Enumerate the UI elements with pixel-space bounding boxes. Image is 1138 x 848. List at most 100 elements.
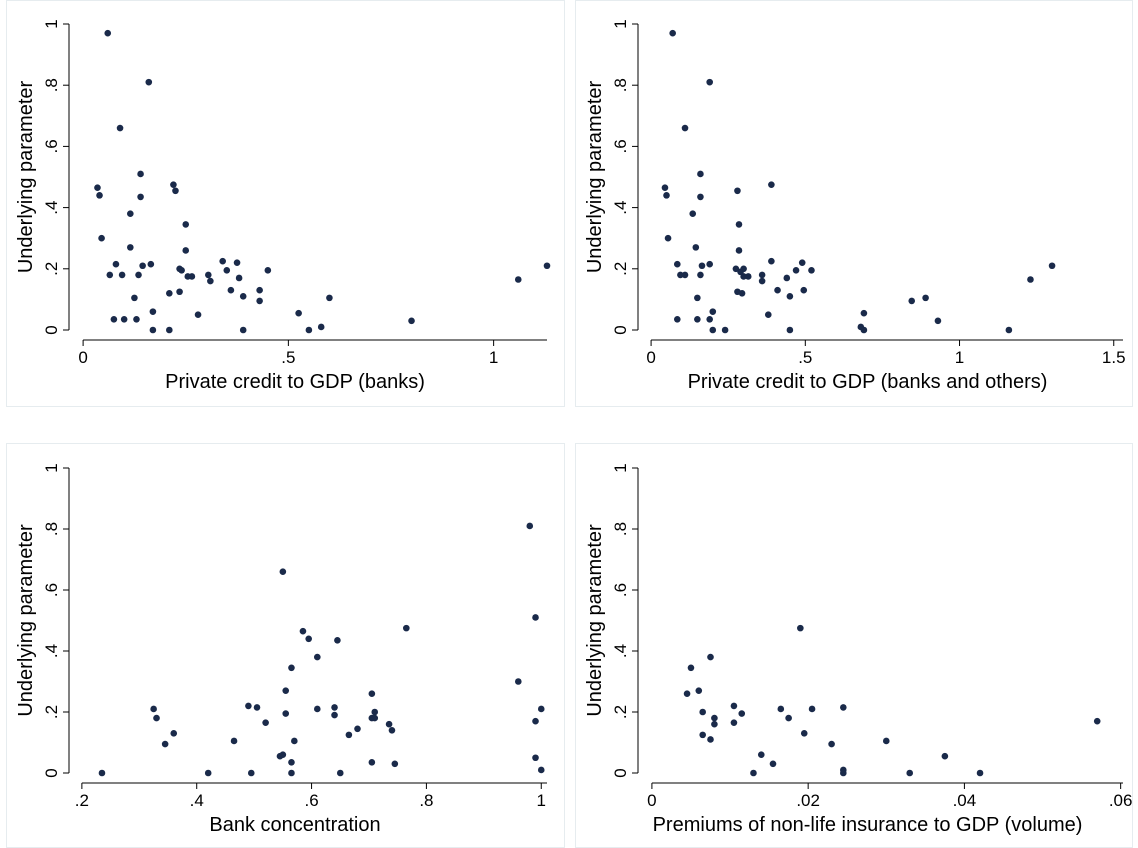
scatter-point bbox=[664, 234, 672, 242]
scatter-point bbox=[797, 624, 804, 632]
y-tick-label: .4 bbox=[611, 201, 630, 215]
scatter-point bbox=[403, 624, 410, 632]
scatter-point bbox=[735, 221, 743, 228]
scatter-point bbox=[288, 769, 295, 777]
x-tick-label: .8 bbox=[419, 791, 433, 810]
scatter-point bbox=[941, 752, 949, 760]
scatter-panel-non-life-insurance: 0 .2 .4 .6 .8 1 0 .02 .04 .06 Underlying parameter… bbox=[575, 443, 1133, 848]
x-axis-title: Bank concentration bbox=[209, 814, 380, 836]
scatter-point bbox=[385, 720, 393, 728]
scatter-point bbox=[331, 704, 338, 711]
scatter-point bbox=[840, 704, 847, 711]
scatter-point bbox=[768, 257, 775, 265]
scatter-point bbox=[697, 271, 704, 279]
scatter-point bbox=[798, 259, 806, 266]
y-tick-label: .8 bbox=[611, 522, 630, 536]
scatter-point bbox=[860, 309, 868, 317]
scatter-point bbox=[769, 760, 777, 768]
scatter-point bbox=[166, 289, 173, 297]
y-axis-title: Underlying parameter bbox=[584, 81, 606, 274]
scatter-point bbox=[698, 262, 706, 270]
y-tick-label: 1 bbox=[611, 19, 630, 28]
scatter-point bbox=[532, 754, 539, 762]
scatter-point bbox=[768, 181, 775, 188]
scatter-point bbox=[137, 193, 144, 201]
x-tick-label: 0 bbox=[646, 348, 655, 367]
scatter-point bbox=[137, 170, 144, 178]
scatter-point bbox=[532, 717, 539, 725]
y-tick-label: .8 bbox=[42, 522, 61, 536]
scatter-point bbox=[223, 267, 231, 274]
scatter-point bbox=[976, 769, 984, 777]
x-tick-label: .06 bbox=[1109, 791, 1132, 810]
y-axis-title: Underlying parameter bbox=[15, 81, 37, 274]
y-tick-label: .8 bbox=[611, 78, 630, 92]
scatter-point bbox=[170, 730, 178, 737]
x-tick-label: 1.5 bbox=[1102, 348, 1126, 367]
scatter-point bbox=[687, 664, 695, 672]
scatter-point bbox=[697, 193, 704, 201]
scatter-point bbox=[256, 297, 263, 305]
scatter-point bbox=[371, 714, 379, 722]
scatter-point bbox=[543, 262, 551, 270]
scatter-point bbox=[740, 273, 747, 280]
scatter-point bbox=[707, 653, 714, 661]
scatter-point bbox=[906, 769, 914, 777]
scatter-point bbox=[161, 740, 169, 748]
scatter-point bbox=[707, 736, 714, 743]
scatter-point bbox=[314, 653, 321, 661]
scatter-point bbox=[368, 690, 376, 697]
scatter-point bbox=[695, 687, 703, 694]
scatter-point bbox=[537, 766, 545, 774]
chart-svg: 0 .2 .4 .6 .8 1 0 .5 1 Underlying parameter Privat… bbox=[15, 19, 551, 393]
scatter-point bbox=[106, 271, 114, 279]
scatter-point bbox=[116, 124, 124, 132]
scatter-point bbox=[699, 708, 706, 716]
scatter-point bbox=[808, 267, 815, 274]
scatter-point bbox=[336, 769, 344, 777]
scatter-point bbox=[368, 759, 376, 766]
scatter-point bbox=[326, 294, 333, 302]
y-axis-title: Underlying parameter bbox=[584, 524, 606, 717]
scatter-point bbox=[233, 259, 241, 266]
scatter-point bbox=[176, 288, 183, 296]
scatter-point bbox=[131, 294, 138, 302]
scatter-point bbox=[922, 294, 929, 302]
scatter-point bbox=[783, 274, 791, 282]
scatter-point bbox=[245, 702, 252, 710]
x-tick-label: .02 bbox=[796, 791, 820, 810]
scatter-point bbox=[279, 568, 287, 575]
y-tick-label: .6 bbox=[42, 139, 61, 153]
scatter-point bbox=[317, 323, 325, 331]
scatter-point bbox=[786, 293, 794, 300]
scatter-point bbox=[1048, 262, 1056, 270]
scatter-point bbox=[127, 210, 134, 218]
scatter-point bbox=[94, 184, 101, 192]
scatter-point bbox=[96, 192, 103, 199]
scatter-point bbox=[256, 286, 263, 294]
scatter-point bbox=[526, 522, 534, 530]
scatter-point bbox=[699, 731, 706, 739]
y-tick-label: 0 bbox=[611, 768, 630, 777]
scatter-point bbox=[207, 277, 214, 285]
scatter-point bbox=[264, 267, 272, 274]
scatter-point bbox=[388, 727, 396, 734]
scatter-panel-bank-concentration: 0 .2 .4 .6 .8 1 .2 .4 .6 .8 1 Underlying parameter B… bbox=[6, 443, 565, 848]
scatter-point bbox=[110, 315, 118, 323]
scatter-point bbox=[692, 244, 700, 251]
scatter-point bbox=[709, 326, 717, 334]
scatter-point bbox=[706, 315, 713, 323]
scatter-point bbox=[757, 751, 765, 758]
x-tick-label: .2 bbox=[75, 791, 89, 810]
scatter-point bbox=[299, 627, 307, 635]
y-tick-label: .2 bbox=[42, 705, 61, 719]
scatter-point bbox=[730, 719, 738, 726]
scatter-point bbox=[808, 705, 816, 713]
scatter-point bbox=[145, 78, 153, 86]
y-tick-label: 1 bbox=[611, 463, 630, 472]
scatter-point bbox=[219, 257, 226, 265]
scatter-point bbox=[205, 271, 212, 279]
scatter-point bbox=[331, 711, 338, 719]
scatter-point bbox=[681, 271, 689, 279]
chart-svg: 0 .2 .4 .6 .8 1 .2 .4 .6 .8 1 Underlying parameter B… bbox=[15, 463, 547, 836]
